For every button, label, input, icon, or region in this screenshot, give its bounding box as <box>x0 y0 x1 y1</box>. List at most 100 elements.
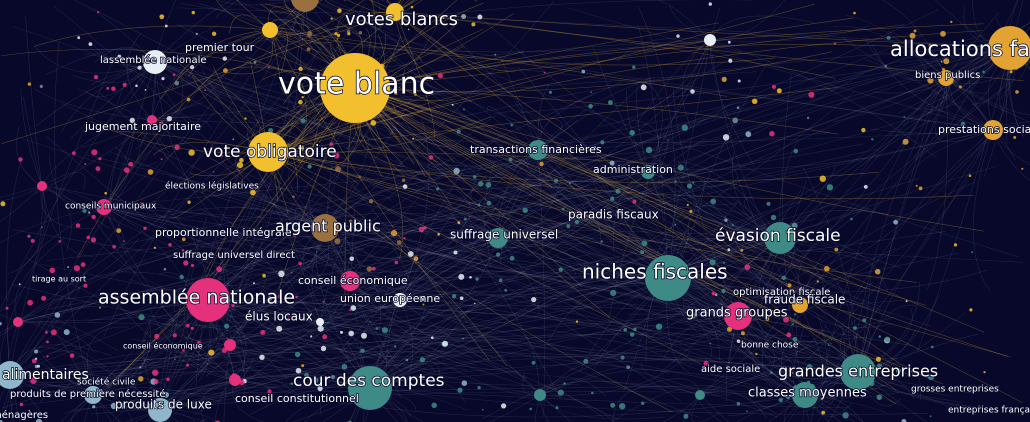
edge <box>107 87 356 387</box>
edge <box>319 59 728 323</box>
edge <box>267 151 702 365</box>
small-node <box>645 146 653 154</box>
edge <box>354 43 904 89</box>
edge <box>229 337 358 357</box>
small-node <box>350 305 357 311</box>
small-node <box>827 344 830 347</box>
small-node <box>953 243 958 247</box>
edge <box>154 61 881 312</box>
edge <box>224 29 273 75</box>
small-node <box>1009 70 1013 74</box>
edge <box>165 344 231 402</box>
edge <box>324 227 585 274</box>
small-node <box>123 167 130 173</box>
small-node <box>224 323 230 329</box>
edge <box>709 15 815 41</box>
small-node <box>806 364 813 371</box>
small-node <box>806 116 810 120</box>
edge <box>171 29 271 89</box>
edge <box>269 29 490 361</box>
labels: votes blancs vote blanc premier tourlassem… <box>0 8 1030 422</box>
edge <box>667 269 987 293</box>
small-node <box>498 278 503 283</box>
small-node <box>394 260 399 265</box>
edge <box>154 61 682 402</box>
edge <box>571 308 806 396</box>
edge <box>349 280 551 293</box>
small-node <box>640 250 644 255</box>
edge <box>166 171 649 258</box>
edge <box>236 0 271 31</box>
small-node <box>330 375 335 380</box>
small-node <box>129 117 135 124</box>
edge <box>394 11 435 139</box>
edge <box>312 159 669 279</box>
edge <box>207 299 527 379</box>
small-node <box>299 145 305 151</box>
small-node <box>769 130 775 137</box>
edge <box>269 29 776 66</box>
edge <box>699 325 828 396</box>
small-node <box>174 358 176 361</box>
small-node <box>348 219 353 224</box>
small-node <box>90 237 97 243</box>
small-node <box>731 224 734 227</box>
edge <box>48 153 105 208</box>
node-label: suffrage universel direct <box>173 250 295 261</box>
small-node <box>457 387 463 393</box>
edge <box>151 71 757 121</box>
small-node <box>690 89 695 94</box>
edge <box>86 326 129 396</box>
small-node <box>969 308 973 312</box>
edge <box>945 77 1016 161</box>
small-node <box>119 403 126 409</box>
edge <box>821 77 947 385</box>
edge <box>156 0 305 412</box>
edge <box>9 231 946 376</box>
edge <box>709 0 786 41</box>
edge <box>124 299 401 369</box>
edge <box>667 277 965 414</box>
small-node <box>322 334 328 340</box>
edge <box>288 166 326 229</box>
edge <box>6 158 23 376</box>
edge <box>269 29 728 97</box>
small-node <box>766 201 771 206</box>
small-node <box>686 203 689 206</box>
small-node <box>783 316 789 323</box>
small-node <box>791 222 798 229</box>
small-node <box>451 103 454 106</box>
small-node <box>341 363 348 370</box>
small-node <box>463 217 467 221</box>
edge <box>47 350 94 396</box>
small-node <box>724 218 728 222</box>
edge <box>154 61 723 313</box>
edge <box>207 35 922 301</box>
node <box>988 26 1030 70</box>
small-node <box>581 69 586 74</box>
small-node <box>794 313 797 316</box>
small-node <box>740 331 745 336</box>
edge <box>519 47 1011 114</box>
small-node <box>298 66 303 72</box>
edge <box>6 185 46 275</box>
small-node <box>37 364 40 368</box>
small-node <box>459 296 464 301</box>
node-label: grands groupes <box>686 306 788 321</box>
small-node <box>333 152 340 159</box>
small-node <box>629 332 635 337</box>
small-node <box>619 403 626 410</box>
edge <box>150 345 236 381</box>
edge <box>121 87 356 207</box>
small-node <box>348 330 355 337</box>
node-label: fraude fiscale <box>764 293 845 307</box>
edge <box>691 394 720 422</box>
node <box>488 228 508 248</box>
edge <box>154 61 749 216</box>
small-node <box>927 77 934 84</box>
small-node <box>337 33 341 38</box>
edge <box>354 23 984 89</box>
small-node <box>600 240 604 243</box>
small-node <box>558 267 563 272</box>
small-node <box>721 288 726 294</box>
